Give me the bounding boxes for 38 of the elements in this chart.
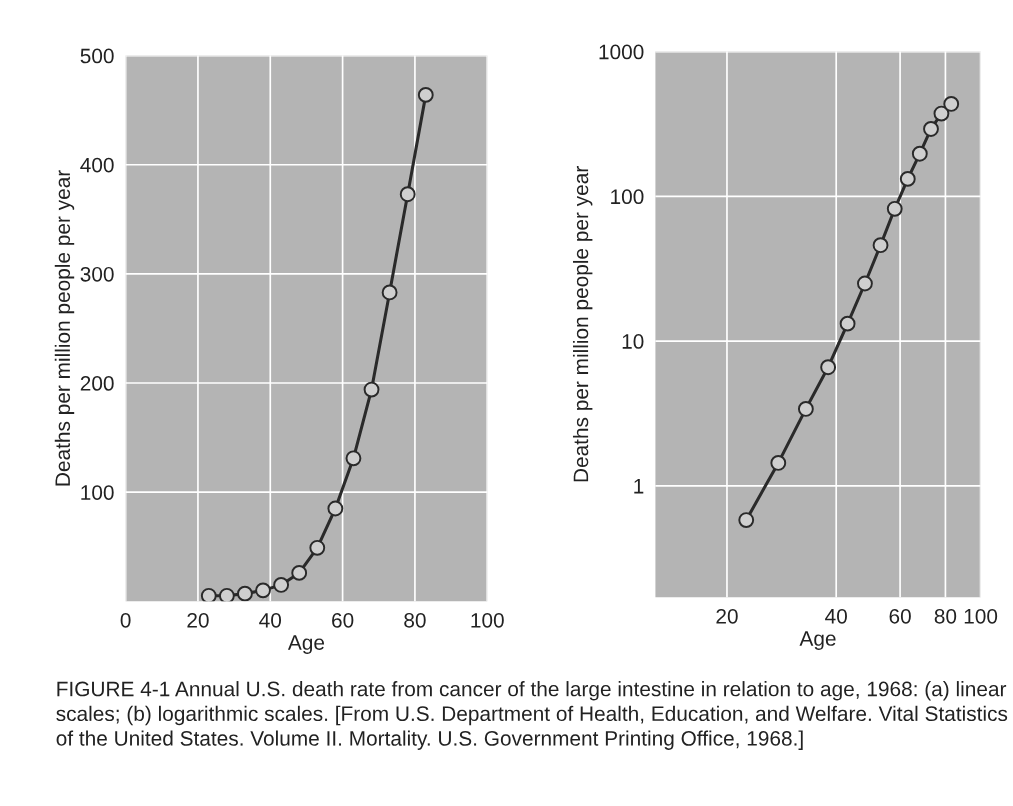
y-tick-label: 1000 bbox=[599, 44, 644, 60]
point bbox=[345, 450, 362, 467]
point bbox=[417, 86, 434, 103]
point bbox=[255, 582, 271, 599]
x-tick-label: 100 bbox=[964, 608, 998, 624]
point bbox=[200, 587, 217, 602]
x-tick-label: 40 bbox=[825, 608, 847, 624]
y-tick-label: 200 bbox=[80, 376, 114, 391]
y-axis-title: Deaths per million people per year bbox=[54, 170, 75, 486]
point bbox=[363, 381, 380, 398]
y-tick-label: 300 bbox=[80, 266, 114, 282]
point bbox=[381, 284, 398, 301]
point bbox=[399, 186, 416, 203]
x-axis-title: Age bbox=[799, 631, 836, 650]
x-tick-label: 60 bbox=[889, 608, 911, 624]
x-tick-label: 40 bbox=[259, 612, 282, 628]
y-tick-label: 100 bbox=[81, 485, 114, 500]
x-tick-label: 100 bbox=[471, 612, 504, 628]
point bbox=[327, 500, 344, 517]
x-tick-label: 80 bbox=[404, 612, 426, 628]
x-tick-label: 80 bbox=[934, 608, 957, 624]
caption: FIGURE 4-1 Annual U.S. death rate from cancer of the large intestine in relation to age, 1968: (a) linear scales; (b) logarithmic scales. [From U.S. Department of Health, Education, and Welfare. Vital Statistics of the United States. Volume II. Mortality. U.S. Government Printing Office, 1968.] bbox=[56, 681, 1008, 750]
y-tick-label: 1 bbox=[634, 479, 644, 494]
point bbox=[218, 587, 235, 602]
x-axis-title: Age bbox=[287, 635, 325, 655]
x-tick-label: 20 bbox=[716, 608, 738, 624]
y-axis-title: Deaths per million people per year bbox=[572, 166, 593, 482]
point bbox=[237, 585, 253, 602]
point bbox=[309, 539, 326, 556]
y-tick-label: 500 bbox=[80, 48, 114, 64]
point bbox=[291, 564, 308, 581]
x-tick-label: 20 bbox=[187, 612, 209, 628]
x-tick-label: 60 bbox=[332, 612, 354, 628]
y-tick-label: 100 bbox=[611, 189, 644, 205]
y-tick-label: 10 bbox=[622, 334, 644, 349]
x-tick-label: 0 bbox=[120, 612, 131, 628]
point bbox=[273, 576, 290, 593]
y-tick-label: 400 bbox=[80, 157, 114, 173]
